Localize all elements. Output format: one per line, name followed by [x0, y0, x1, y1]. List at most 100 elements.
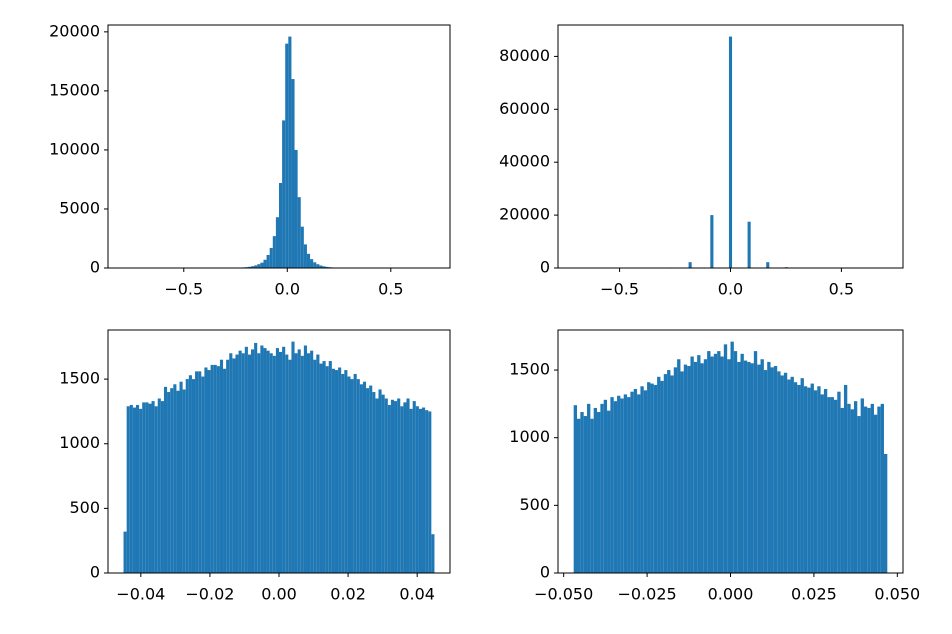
bar	[394, 401, 398, 573]
bar	[720, 356, 724, 573]
bar	[680, 371, 684, 573]
bar	[580, 411, 584, 573]
bar	[126, 406, 130, 573]
bar	[378, 389, 382, 573]
bar	[623, 394, 628, 573]
bar	[653, 384, 658, 573]
bar	[173, 384, 177, 573]
bar	[633, 388, 638, 573]
bar	[807, 387, 811, 573]
bar	[313, 262, 317, 268]
bar	[773, 365, 778, 573]
bar	[288, 36, 292, 269]
bar	[285, 354, 289, 573]
bar	[873, 414, 878, 573]
bar	[790, 376, 794, 573]
bar	[780, 375, 784, 573]
bar	[750, 363, 754, 573]
bar	[319, 363, 323, 573]
bar	[833, 399, 838, 573]
bar	[353, 373, 357, 573]
bar	[850, 409, 854, 573]
bar	[687, 365, 691, 573]
bar	[142, 402, 146, 573]
bar	[263, 259, 267, 268]
bar	[263, 348, 267, 573]
bar	[693, 361, 698, 573]
bar	[840, 407, 844, 573]
bar	[766, 262, 770, 268]
bar	[154, 406, 158, 573]
bar	[743, 360, 748, 573]
bar	[313, 359, 317, 573]
y-tick-label: 60000	[499, 99, 550, 118]
bar	[412, 401, 416, 573]
bar	[170, 388, 174, 573]
y-tick-label: 20000	[499, 205, 550, 224]
bar	[341, 373, 345, 573]
bar	[660, 380, 664, 573]
bar	[300, 355, 304, 573]
x-tick-label: 0.025	[791, 585, 837, 604]
bar	[587, 403, 591, 573]
bar	[707, 351, 711, 573]
bar	[319, 265, 323, 268]
bar	[688, 262, 692, 268]
bar	[279, 182, 283, 268]
bar	[406, 398, 410, 573]
bar	[123, 531, 127, 573]
bar	[422, 407, 426, 573]
y-tick-label: 5000	[59, 198, 100, 217]
bar	[710, 215, 714, 268]
y-tick-label: 1000	[509, 427, 550, 446]
bar	[837, 391, 841, 573]
bar	[176, 390, 180, 573]
y-tick-label: 20000	[49, 21, 100, 40]
x-tick-label: 0.0	[275, 280, 300, 299]
bar	[737, 361, 741, 573]
x-tick-label: 0.5	[378, 280, 403, 299]
bar	[257, 353, 261, 573]
bar	[179, 381, 183, 573]
bar	[185, 379, 189, 573]
bar	[266, 255, 270, 268]
bar	[306, 253, 311, 268]
x-tick-label: 0.00	[261, 585, 297, 604]
bar	[640, 386, 644, 573]
bar	[241, 353, 245, 573]
bar	[690, 356, 694, 573]
bar	[325, 366, 329, 573]
bar	[244, 346, 248, 573]
bar	[650, 383, 654, 573]
bar	[813, 390, 818, 573]
y-tick-label: 0	[540, 258, 550, 277]
y-tick-label: 10000	[49, 139, 100, 158]
bar	[597, 411, 601, 573]
bar	[387, 404, 391, 573]
bar	[188, 375, 192, 573]
bar	[145, 402, 149, 573]
bar	[863, 406, 868, 573]
bar	[783, 372, 788, 573]
bar	[381, 394, 385, 573]
bar	[857, 416, 861, 573]
bar	[344, 370, 348, 573]
bar	[647, 382, 651, 573]
x-tick-label: 0.000	[708, 585, 754, 604]
bar	[285, 43, 289, 268]
bar	[347, 376, 351, 573]
bar	[207, 370, 211, 573]
bar	[667, 370, 671, 573]
bar	[219, 359, 224, 573]
bar	[677, 359, 681, 573]
bar	[247, 266, 252, 268]
bar	[673, 367, 678, 573]
bar	[663, 374, 668, 573]
bar	[817, 386, 821, 573]
bar	[198, 371, 202, 573]
bar	[713, 353, 718, 573]
bar	[728, 36, 733, 269]
bar	[697, 355, 701, 573]
bar	[139, 408, 143, 573]
